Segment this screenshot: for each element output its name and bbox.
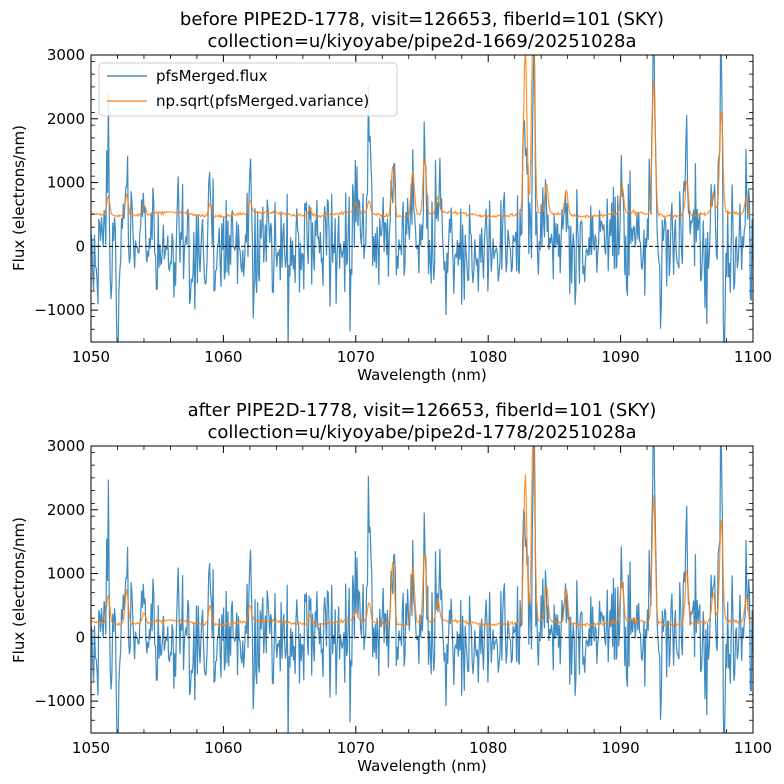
panel-after: after PIPE2D-1778, visit=126653, fiberId… <box>10 400 772 775</box>
panel-after-ytick-label: 2000 <box>47 501 85 519</box>
panel-after-xtick-label: 1070 <box>337 739 375 757</box>
panel-before-ytick-label: 3000 <box>47 46 85 64</box>
panel-after-ytick-label: 3000 <box>47 437 85 455</box>
panel-before-axes-frame <box>90 54 754 343</box>
panel-before-series-sigma <box>91 55 753 220</box>
legend-sigma-label: np.sqrt(pfsMerged.variance) <box>156 92 369 110</box>
panel-before-xtick-label: 1060 <box>204 348 242 366</box>
panel-after-xtick-label: 1060 <box>204 739 242 757</box>
panel-after-xtick-label: 1080 <box>469 739 507 757</box>
panel-before-xtick-label: 1090 <box>602 348 640 366</box>
panel-after-xlabel: Wavelength (nm) <box>357 757 487 775</box>
panel-after-xtick-label: 1100 <box>734 739 772 757</box>
panel-before-title-line1: before PIPE2D-1778, visit=126653, fiberI… <box>180 9 664 30</box>
panel-before-xtick-label: 1080 <box>469 348 507 366</box>
panel-before-title-line2: collection=u/kiyoyabe/pipe2d-1669/202510… <box>207 31 636 52</box>
panel-before-ytick-label: −1000 <box>34 301 85 319</box>
panel-before-ytick-label: 2000 <box>47 110 85 128</box>
panel-after-ylabel: Flux (electrons/nm) <box>10 517 28 663</box>
panel-after-series-flux <box>91 446 753 733</box>
panel-before: before PIPE2D-1778, visit=126653, fiberI… <box>10 9 772 384</box>
panel-before-ytick-label: 0 <box>75 237 85 255</box>
panel-before-xtick-label: 1070 <box>337 348 375 366</box>
panel-before-xtick-label: 1100 <box>734 348 772 366</box>
legend-box <box>98 62 398 117</box>
panel-after-xtick-label: 1090 <box>602 739 640 757</box>
panel-before-plot-area <box>91 55 753 342</box>
panel-before-xlabel: Wavelength (nm) <box>357 366 487 384</box>
panel-after-title-line2: collection=u/kiyoyabe/pipe2d-1778/202510… <box>207 422 636 443</box>
panel-before-ticks: 1050 1060 1070 1080 1090 1100 −1000 0 1000 2000 30… <box>34 46 772 366</box>
panel-before-series-flux <box>91 55 753 342</box>
panel-after-ytick-label: 0 <box>75 628 85 646</box>
panel-after-series-sigma <box>91 446 753 628</box>
panel-after-plot-area <box>91 446 753 733</box>
panel-after-xtick-label: 1050 <box>72 739 110 757</box>
panel-before-ytick-label: 1000 <box>47 174 85 192</box>
panel-before-xtick-label: 1050 <box>72 348 110 366</box>
legend-flux-label: pfsMerged.flux <box>156 67 268 85</box>
panel-after-title-line1: after PIPE2D-1778, visit=126653, fiberId… <box>188 400 657 421</box>
panel-after-axes-frame <box>90 445 754 734</box>
panel-after-ytick-label: −1000 <box>34 692 85 710</box>
panel-after-ytick-label: 1000 <box>47 565 85 583</box>
panel-before-ylabel: Flux (electrons/nm) <box>10 125 28 271</box>
legend: pfsMerged.flux np.sqrt(pfsMerged.varianc… <box>98 62 398 117</box>
